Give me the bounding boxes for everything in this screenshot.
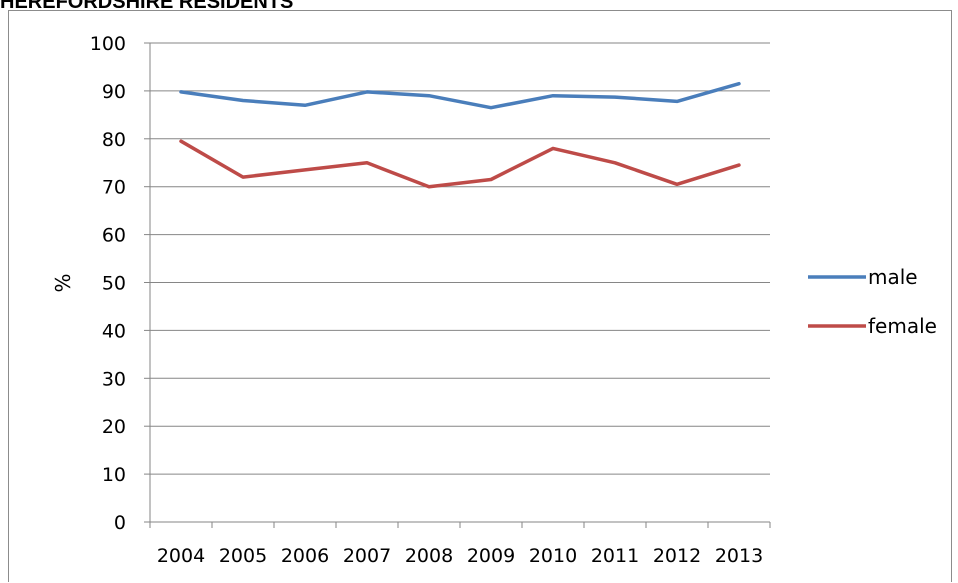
x-tick-label: 2010 — [529, 545, 577, 567]
x-tick-label: 2013 — [715, 545, 763, 567]
series-line-male — [179, 81, 741, 110]
x-tick-label: 2011 — [591, 545, 639, 567]
series-line-female — [179, 139, 741, 189]
y-tick-label: 90 — [102, 81, 126, 103]
y-tick-label: 60 — [102, 225, 126, 247]
series-lines — [179, 81, 741, 189]
y-tick-label: 0 — [114, 512, 126, 534]
x-tick-label: 2012 — [653, 545, 701, 567]
y-tick-label: 100 — [90, 33, 126, 55]
legend-label-female: female — [868, 314, 937, 338]
y-tick-label: 20 — [102, 416, 126, 438]
y-tick-label: 80 — [102, 129, 126, 151]
legend-label-male: male — [868, 265, 918, 289]
page-title: HEREFORDSHIRE RESIDENTS — [0, 0, 294, 13]
y-axis-label: % — [51, 273, 75, 292]
x-tick-label: 2004 — [157, 545, 205, 567]
y-tick-label: 50 — [102, 273, 126, 295]
x-tick-label: 2008 — [405, 545, 453, 567]
x-tick-label: 2009 — [467, 545, 515, 567]
legend: male female — [808, 265, 937, 338]
y-tick-label: 70 — [102, 177, 126, 199]
x-tick-label: 2006 — [281, 545, 329, 567]
x-tick-label: 2007 — [343, 545, 391, 567]
gridlines — [150, 42, 770, 475]
y-tick-label: 40 — [102, 320, 126, 342]
chart-frame — [8, 10, 952, 582]
axes — [144, 42, 771, 528]
x-tick-labels: 2004 2005 2006 2007 2008 2009 2010 2011 2012 2013 — [157, 545, 763, 567]
y-tick-labels: 0 10 20 30 40 50 60 70 80 90 100 — [90, 33, 126, 534]
y-tick-label: 10 — [102, 464, 126, 486]
y-tick-label: 30 — [102, 368, 126, 390]
x-tick-label: 2005 — [219, 545, 267, 567]
